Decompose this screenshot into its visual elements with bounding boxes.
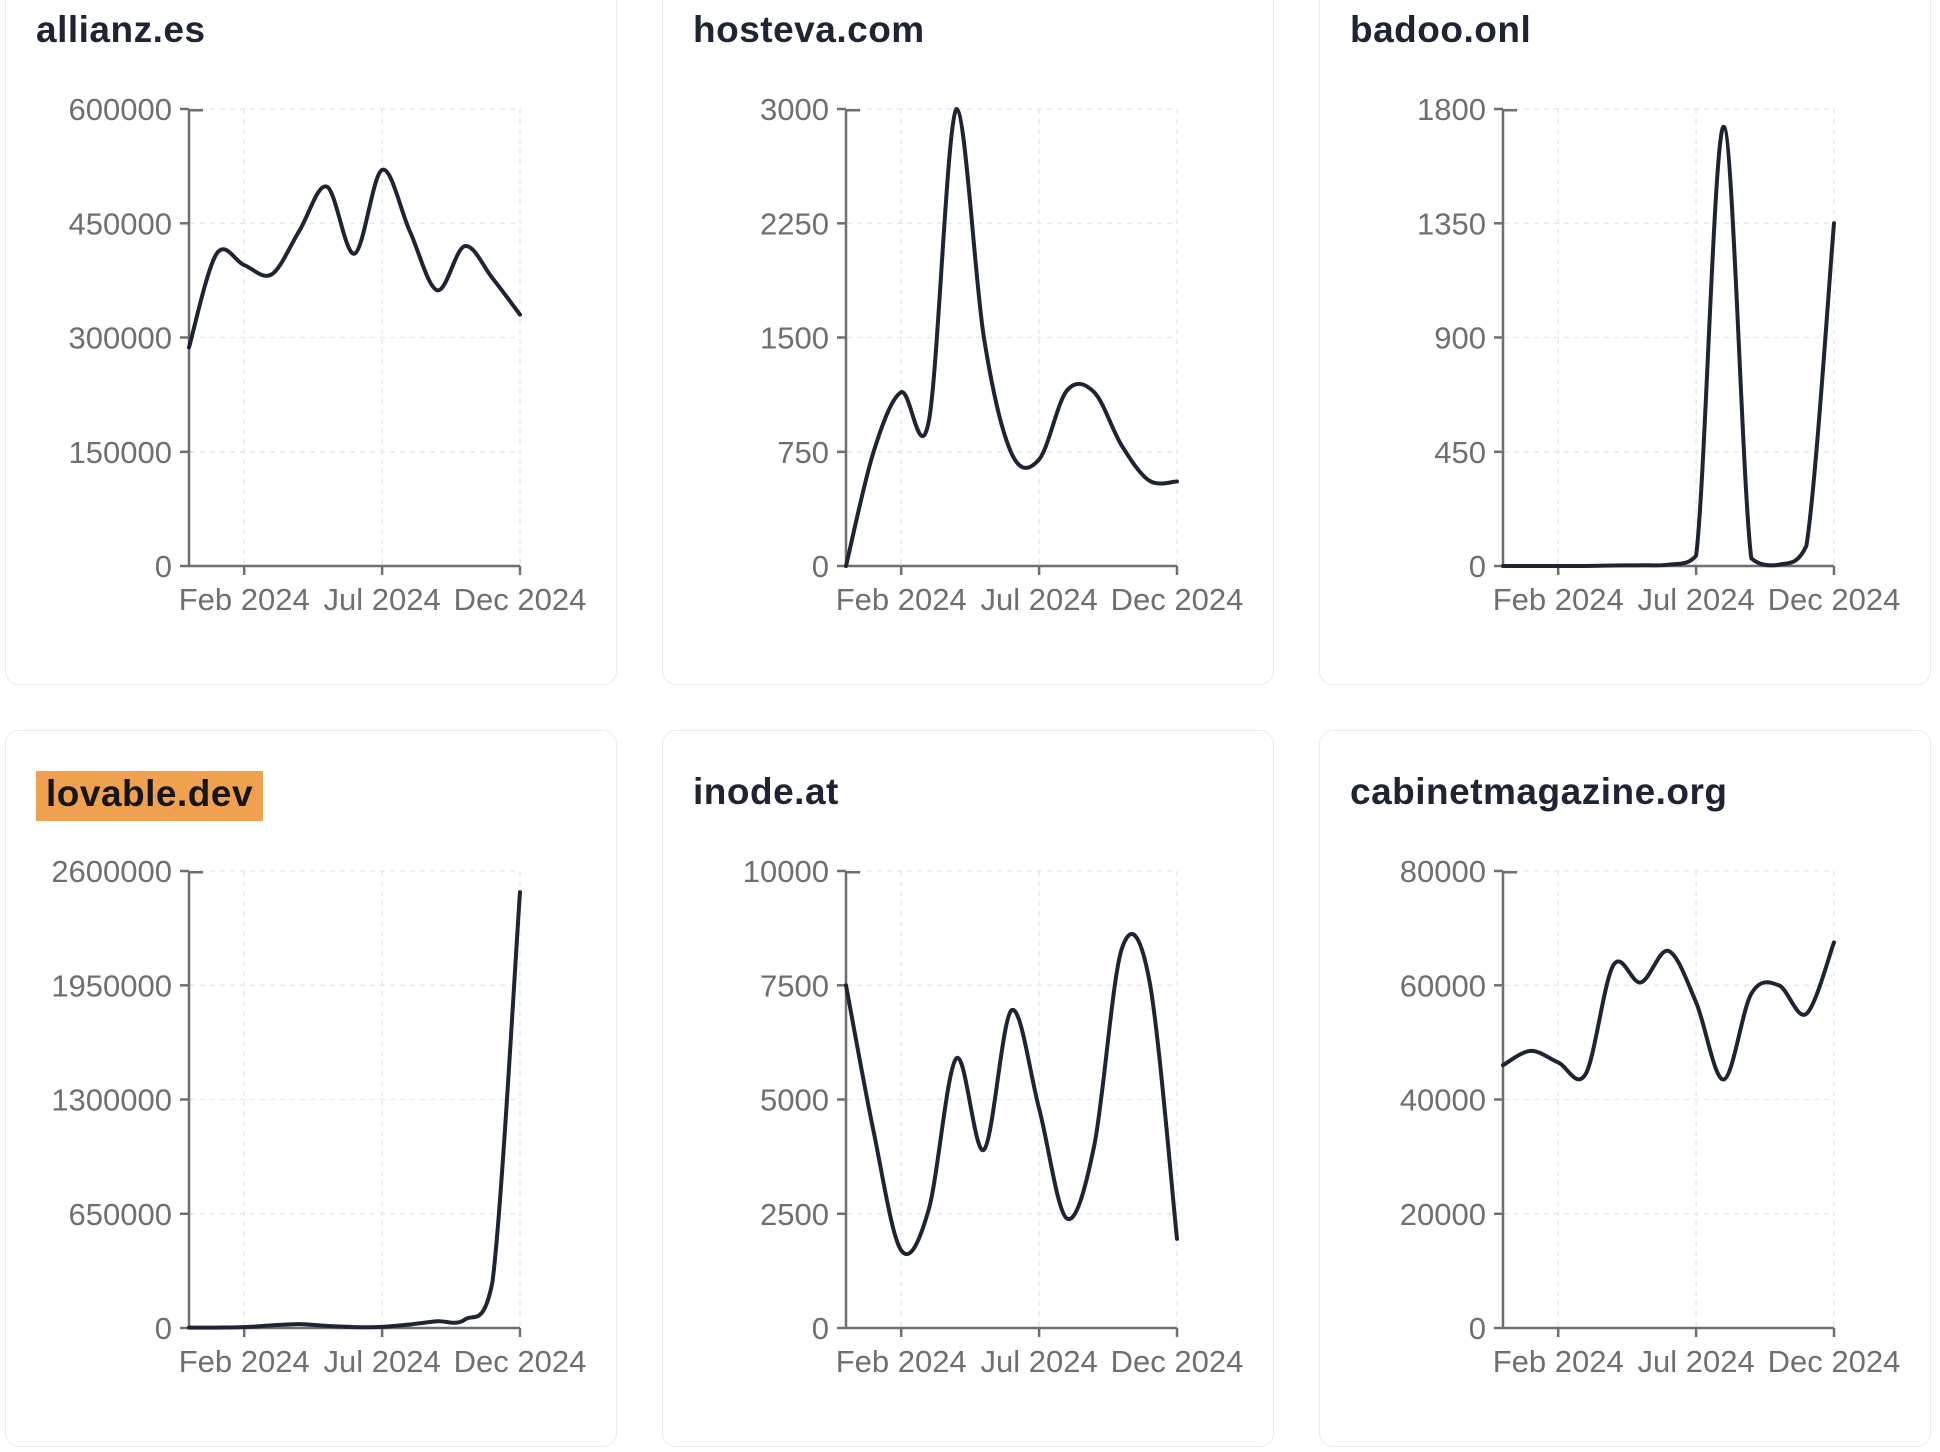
x-tick-label: Dec 2024 [454,582,587,617]
y-tick-label: 2600000 [51,854,172,889]
y-tick-label: 450 [1434,435,1486,470]
gridlines [1504,870,1835,1328]
y-tick-label: 1950000 [51,968,172,1003]
y-tick-label: 2250 [760,206,829,241]
chart-card-badoo-onl[interactable]: badoo.onl 1800 1350 900 450 0 Feb 2024 Jul 202… [1319,0,1931,685]
gridlines [190,108,521,566]
chart-title: hosteva.com [693,9,925,52]
y-tick-label: 1300000 [51,1083,172,1118]
chart-title: lovable.dev [36,771,264,821]
y-tick-label: 1800 [1417,92,1486,127]
chart-card-grid: allianz.es 600000 450000 300000 150000 0 Feb … [5,0,1931,1447]
series-line [187,167,522,350]
y-tick-label: 80000 [1400,854,1486,889]
x-tick-label: Feb 2024 [836,1344,967,1379]
x-tick-label: Feb 2024 [179,582,310,617]
y-tick-label: 0 [812,549,829,584]
gridlines [847,108,1178,566]
axes [1494,869,1836,1337]
chart-title-text: inode.at [693,771,839,812]
chart-title: allianz.es [36,9,206,52]
y-tick-label: 1500 [760,321,829,356]
series-line [844,107,1179,568]
series-line [1501,940,1836,1082]
chart-card-inode-at[interactable]: inode.at 10000 7500 5000 2500 0 Feb 2024 Jul 2… [662,730,1274,1447]
y-tick-label: 300000 [69,321,172,356]
gridlines [190,870,521,1328]
chart-title-text: hosteva.com [693,9,925,50]
y-tick-label: 450000 [69,206,172,241]
axes [180,869,522,1337]
x-tick-label: Feb 2024 [1493,582,1624,617]
x-tick-label: Feb 2024 [836,582,967,617]
y-tick-label: 0 [155,549,172,584]
y-tick-label: 5000 [760,1083,829,1118]
y-tick-label: 10000 [743,854,829,889]
axes [180,107,522,575]
y-tick-label: 60000 [1400,968,1486,1003]
chart-title-text: cabinetmagazine.org [1350,771,1728,812]
chart-title: cabinetmagazine.org [1350,771,1728,814]
y-tick-label: 3000 [760,92,829,127]
x-tick-label: Dec 2024 [1768,582,1901,617]
chart-title-text: allianz.es [36,9,206,50]
x-tick-label: Feb 2024 [1493,1344,1624,1379]
y-tick-label: 1350 [1417,206,1486,241]
y-tick-label: 750 [777,435,829,470]
y-tick-label: 40000 [1400,1083,1486,1118]
x-tick-label: Dec 2024 [1111,1344,1244,1379]
x-tick-label: Dec 2024 [1768,1344,1901,1379]
y-tick-label: 600000 [69,92,172,127]
y-tick-label: 900 [1434,321,1486,356]
x-tick-label: Jul 2024 [980,582,1097,617]
chart-card-lovable-dev[interactable]: lovable.dev 2600000 1950000 1300000 650000 0… [5,730,617,1447]
y-tick-label: 0 [1469,549,1486,584]
y-tick-label: 650000 [69,1197,172,1232]
y-tick-label: 20000 [1400,1197,1486,1232]
x-tick-label: Jul 2024 [980,1344,1097,1379]
x-tick-label: Dec 2024 [1111,582,1244,617]
y-tick-label: 0 [155,1311,172,1346]
chart-card-allianz-es[interactable]: allianz.es 600000 450000 300000 150000 0 Feb … [5,0,617,685]
chart-title-text: lovable.dev [36,771,264,821]
y-tick-label: 0 [812,1311,829,1346]
y-tick-label: 7500 [760,968,829,1003]
x-tick-label: Jul 2024 [323,1344,440,1379]
series-line [1501,124,1836,569]
series-line [844,932,1179,1257]
y-tick-label: 2500 [760,1197,829,1232]
x-tick-label: Dec 2024 [454,1344,587,1379]
y-tick-label: 150000 [69,435,172,470]
x-tick-label: Feb 2024 [179,1344,310,1379]
chart-title: inode.at [693,771,839,814]
axes [837,107,1179,575]
gridlines [1504,108,1835,566]
chart-title: badoo.onl [1350,9,1531,52]
x-tick-label: Jul 2024 [1637,582,1754,617]
x-tick-label: Jul 2024 [1637,1344,1754,1379]
chart-card-hosteva-com[interactable]: hosteva.com 3000 2250 1500 750 0 Feb 2024 Jul … [662,0,1274,685]
chart-title-text: badoo.onl [1350,9,1532,50]
x-tick-label: Jul 2024 [323,582,440,617]
y-tick-label: 0 [1469,1311,1486,1346]
chart-card-cabinetmagazine-org[interactable]: cabinetmagazine.org 80000 60000 40000 20000… [1319,730,1931,1447]
axes [1494,107,1836,575]
series-line [187,890,522,1330]
